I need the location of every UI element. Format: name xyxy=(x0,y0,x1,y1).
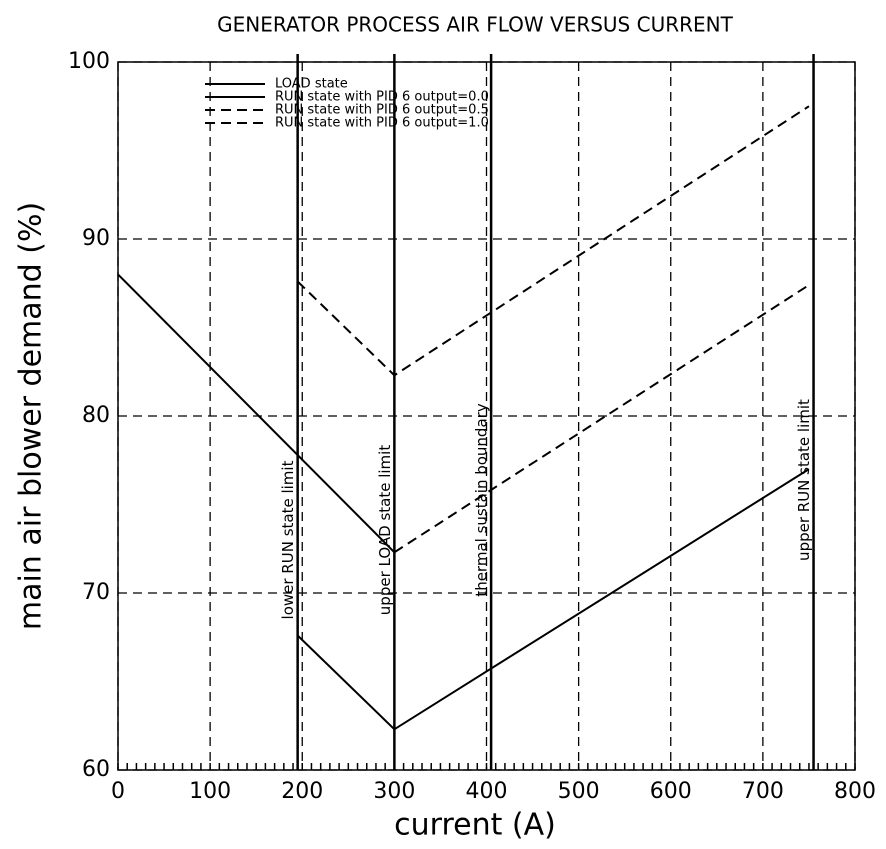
x-axis-label: current (A) xyxy=(394,808,556,843)
x-tick-label: 600 xyxy=(650,779,692,804)
boundary-label: upper LOAD state limit xyxy=(376,445,394,616)
x-tick-label: 400 xyxy=(466,779,508,804)
legend-label: RUN state with PID 6 output=0.0 xyxy=(275,90,489,105)
x-tick-label: 0 xyxy=(111,779,125,804)
boundary-label: upper RUN state limit xyxy=(795,399,813,561)
boundary-label: lower RUN state limit xyxy=(279,460,297,619)
legend-label: RUN state with PID 6 output=1.0 xyxy=(275,116,489,131)
legend-label: RUN state with PID 6 output=0.5 xyxy=(275,103,489,118)
x-tick-label: 300 xyxy=(373,779,415,804)
x-tick-label: 200 xyxy=(281,779,323,804)
x-tick-label: 500 xyxy=(558,779,600,804)
x-tick-label: 700 xyxy=(742,779,784,804)
y-tick-label: 80 xyxy=(82,403,110,428)
y-axis-label: main air blower demand (%) xyxy=(14,202,49,630)
y-tick-label: 90 xyxy=(82,226,110,251)
x-tick-label: 800 xyxy=(834,779,876,804)
chart-title: GENERATOR PROCESS AIR FLOW VERSUS CURREN… xyxy=(217,13,733,37)
series-line xyxy=(296,468,810,731)
y-tick-label: 60 xyxy=(82,757,110,782)
series-line xyxy=(117,273,396,553)
y-tick-label: 100 xyxy=(68,49,110,74)
plot-frame xyxy=(117,61,856,771)
legend-label: LOAD state xyxy=(275,77,348,92)
y-tick-label: 70 xyxy=(82,580,110,605)
series-line xyxy=(296,105,810,377)
boundary-label: thermal sustain boundary xyxy=(473,403,491,597)
series-line xyxy=(393,284,810,554)
x-tick-label: 100 xyxy=(189,779,231,804)
